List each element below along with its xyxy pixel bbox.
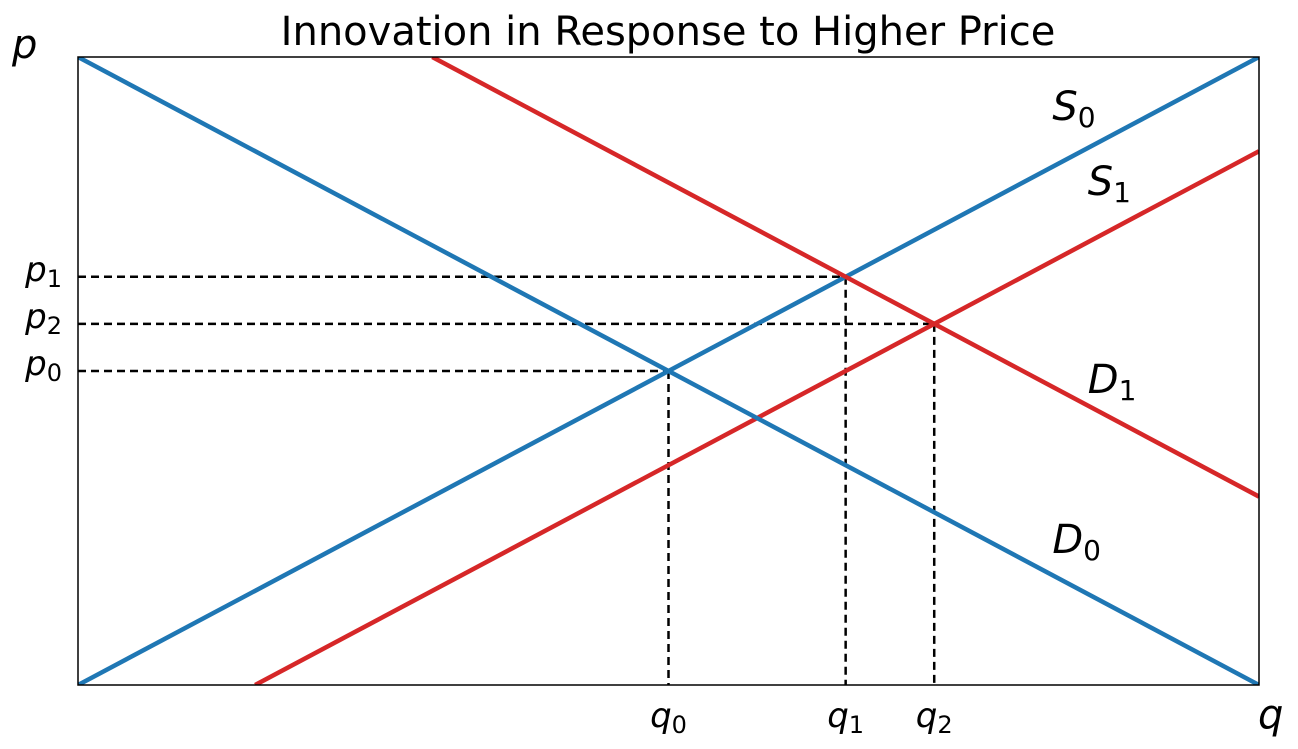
curve-d-0 bbox=[78, 57, 1259, 685]
curve-label-d-0: D0 bbox=[1052, 517, 1101, 567]
plot-frame bbox=[77, 56, 1260, 686]
x-tick-label-q0: q0 bbox=[650, 696, 687, 739]
x-axis-label: q bbox=[1258, 692, 1283, 738]
x-tick-label-q1: q1 bbox=[827, 696, 864, 739]
y-axis-label: p bbox=[11, 22, 37, 68]
y-tick-label-p1: p1 bbox=[24, 250, 62, 293]
x-tick-label-q2: q2 bbox=[916, 696, 953, 739]
curve-label-s-1: S1 bbox=[1088, 159, 1131, 209]
y-tick-label-p2: p2 bbox=[24, 297, 62, 340]
curve-label-d-1: D1 bbox=[1088, 357, 1137, 407]
y-tick-label-p0: p0 bbox=[24, 344, 62, 387]
curve-label-s-0: S0 bbox=[1052, 84, 1095, 134]
chart-title: Innovation in Response to Higher Price bbox=[281, 9, 1056, 55]
curve-d-1 bbox=[431, 57, 1259, 499]
